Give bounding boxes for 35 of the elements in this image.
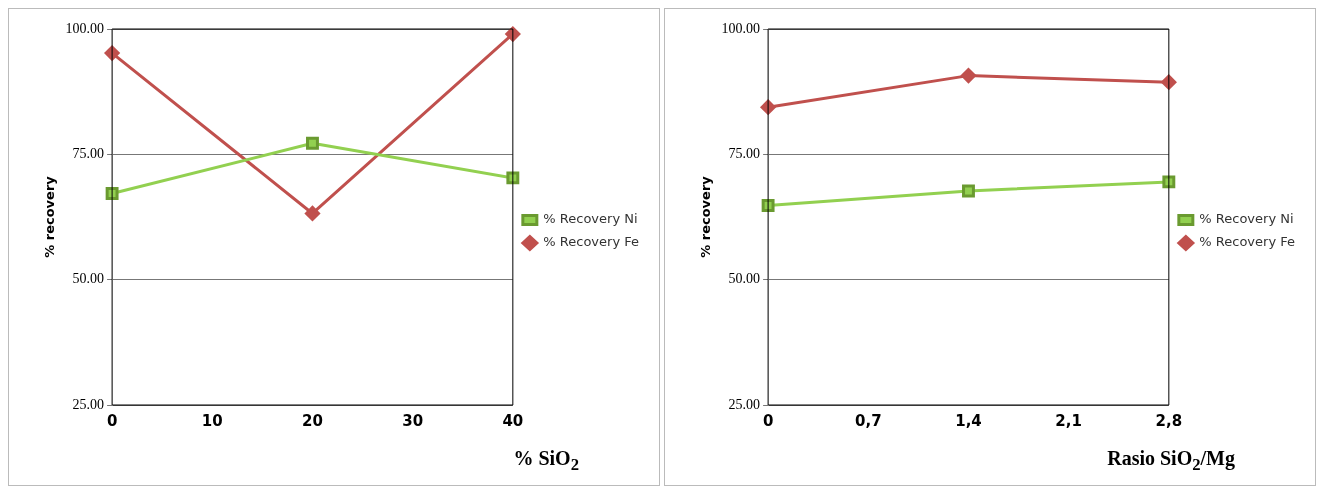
y-axis-title: % recovery <box>698 175 714 258</box>
x-tick-label: 0,7 <box>855 411 882 430</box>
x-axis-title: % SiO$_{2}$ <box>513 447 579 475</box>
x-tick-label: 1,4 <box>955 411 982 430</box>
y-tick-label: 25.00 <box>728 396 761 412</box>
point <box>1161 74 1177 90</box>
point <box>506 171 520 185</box>
y-tick-label: 100.00 <box>721 20 761 36</box>
y-tick-label: 75.00 <box>72 146 105 162</box>
y-tick-label: 50.00 <box>728 271 761 287</box>
point <box>962 184 975 198</box>
x-tick-label: 2,8 <box>1155 411 1183 430</box>
y-tick-label: 100.00 <box>65 20 105 36</box>
legend-label: % Recovery Fe <box>543 234 640 250</box>
legend-label: % Recovery Fe <box>1199 234 1296 250</box>
point <box>960 68 976 84</box>
point <box>105 186 119 200</box>
y-tick-label: 50.00 <box>72 271 105 287</box>
legend-label: % Recovery Ni <box>543 211 638 227</box>
x-axis-title: Rasio SiO$_{2}$/Mg <box>1107 447 1235 475</box>
point <box>304 205 320 221</box>
x-tick-label: 2,1 <box>1055 411 1082 430</box>
point <box>761 199 775 212</box>
y-axis-title: % recovery <box>42 175 58 258</box>
x-tick-label: 10 <box>201 411 223 430</box>
x-tick-label: 0 <box>106 411 118 430</box>
point <box>1162 175 1176 189</box>
point <box>306 136 319 150</box>
x-tick-label: 20 <box>302 411 323 430</box>
x-tick-label: 0 <box>762 411 774 430</box>
x-tick-label: 30 <box>402 411 424 430</box>
legend-label: % Recovery Ni <box>1199 211 1294 227</box>
x-tick-label: 40 <box>502 411 524 430</box>
y-tick-label: 75.00 <box>728 146 761 162</box>
y-tick-label: 25.00 <box>72 396 105 412</box>
